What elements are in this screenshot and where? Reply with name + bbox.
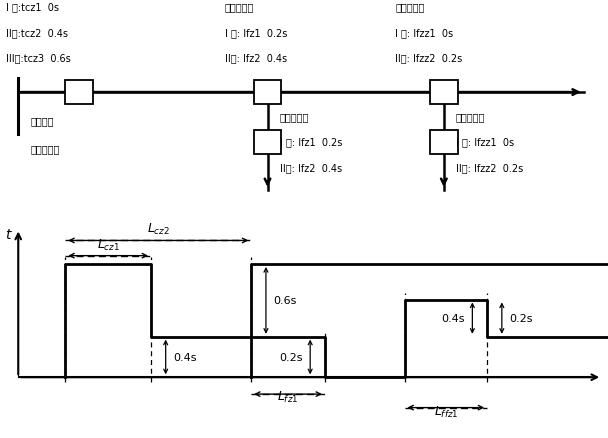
Text: I 段: Ifzz1  0s: I 段: Ifzz1 0s: [456, 137, 514, 147]
Text: 第三级开关: 第三级开关: [395, 2, 424, 12]
Bar: [430, 131, 458, 154]
Text: II段: Ifz2  0.4s: II段: Ifz2 0.4s: [280, 162, 342, 173]
Text: 第二级开关: 第二级开关: [280, 111, 309, 121]
Bar: [254, 81, 281, 105]
Bar: [430, 81, 458, 105]
Text: $L_{ffz1}$: $L_{ffz1}$: [434, 404, 458, 420]
Text: 0.4s: 0.4s: [441, 314, 465, 323]
Text: II段: Ifzz2  0.2s: II段: Ifzz2 0.2s: [456, 162, 523, 173]
Text: $L_{fz1}$: $L_{fz1}$: [277, 389, 299, 404]
Text: 0.2s: 0.2s: [279, 352, 303, 362]
Text: 第一级开关: 第一级开关: [30, 144, 60, 154]
Text: 出线开关: 出线开关: [30, 116, 54, 126]
Text: II段: Ifzz2  0.2s: II段: Ifzz2 0.2s: [395, 53, 463, 64]
Text: 第二级开关: 第二级开关: [225, 2, 254, 12]
Text: I 段:tcz1  0s: I 段:tcz1 0s: [6, 2, 59, 12]
Text: II段:tcz2  0.4s: II段:tcz2 0.4s: [6, 28, 68, 38]
Text: 0.2s: 0.2s: [510, 314, 533, 323]
Text: 第三级开关: 第三级开关: [456, 111, 485, 121]
Text: $L_{cz1}$: $L_{cz1}$: [97, 237, 120, 252]
Text: I 段: Ifz1  0.2s: I 段: Ifz1 0.2s: [225, 28, 288, 38]
Text: t: t: [5, 227, 10, 241]
Text: I 段: Ifzz1  0s: I 段: Ifzz1 0s: [395, 28, 454, 38]
Text: I 段: Ifz1  0.2s: I 段: Ifz1 0.2s: [280, 137, 342, 147]
Text: 0.6s: 0.6s: [274, 296, 297, 306]
Text: III段:tcz3  0.6s: III段:tcz3 0.6s: [6, 53, 71, 64]
Bar: [66, 81, 93, 105]
Text: $L_{cz2}$: $L_{cz2}$: [147, 222, 170, 237]
Text: II段: Ifz2  0.4s: II段: Ifz2 0.4s: [225, 53, 287, 64]
Bar: [254, 131, 281, 154]
Text: 0.4s: 0.4s: [173, 352, 197, 362]
